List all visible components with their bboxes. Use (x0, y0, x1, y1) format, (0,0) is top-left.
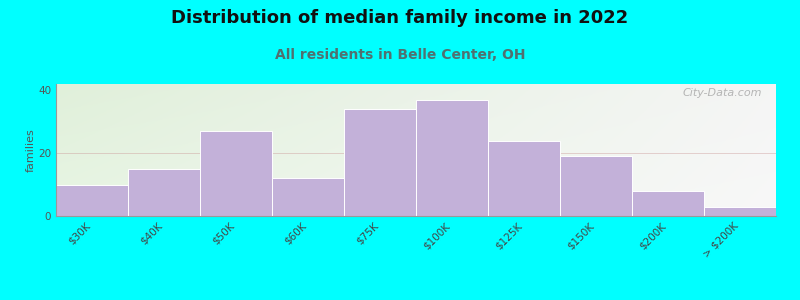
Bar (416, 100, 488, 216)
Bar (704, 207, 776, 216)
Bar (560, 156, 632, 216)
Bar (632, 191, 704, 216)
Bar (200, 131, 272, 216)
Y-axis label: families: families (26, 128, 35, 172)
Bar (56, 184, 128, 216)
Text: Distribution of median family income in 2022: Distribution of median family income in … (171, 9, 629, 27)
Text: All residents in Belle Center, OH: All residents in Belle Center, OH (274, 48, 526, 62)
Bar (272, 178, 344, 216)
Bar (488, 141, 560, 216)
Bar (344, 109, 416, 216)
Text: City-Data.com: City-Data.com (682, 88, 762, 98)
Bar (128, 169, 200, 216)
